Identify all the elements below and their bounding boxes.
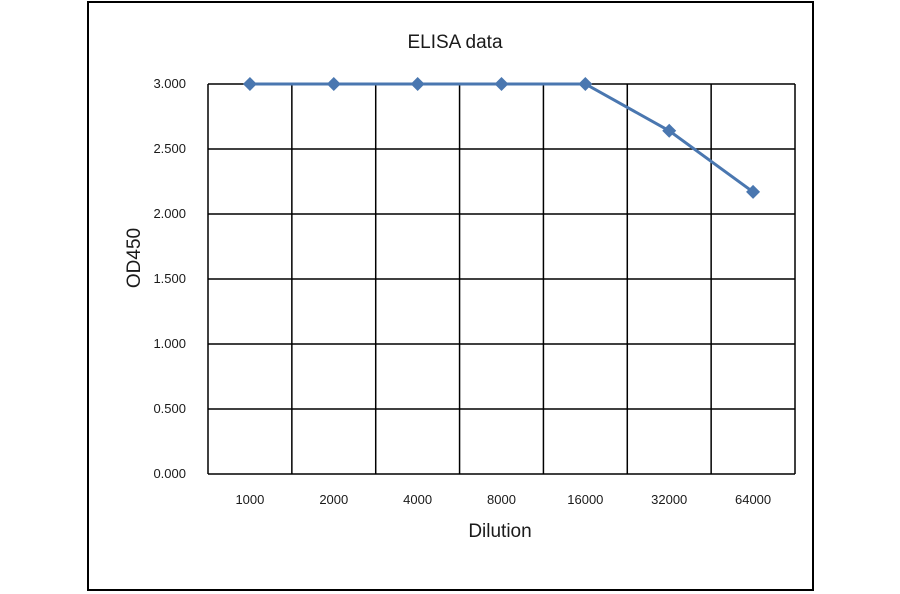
data-point-marker <box>326 77 341 91</box>
x-tick-label: 1000 <box>235 492 264 507</box>
plot-grid <box>207 83 796 475</box>
series-line <box>242 77 761 199</box>
x-tick-label: 32000 <box>651 492 687 507</box>
x-tick-label: 64000 <box>735 492 771 507</box>
chart-title: ELISA data <box>407 32 503 53</box>
y-tick-label: 1.500 <box>153 271 186 286</box>
data-point-marker <box>242 77 257 91</box>
y-tick-labels: 0.000 0.500 1.000 1.500 2.000 2.500 3.000 <box>153 76 186 481</box>
data-point-marker <box>410 77 425 91</box>
y-tick-label: 2.000 <box>153 206 186 221</box>
y-tick-label: 1.000 <box>153 336 186 351</box>
x-tick-label: 8000 <box>487 492 516 507</box>
data-point-marker <box>494 77 509 91</box>
y-tick-label: 0.000 <box>153 466 186 481</box>
x-tick-label: 16000 <box>567 492 603 507</box>
y-axis-title: OD450 <box>124 228 145 288</box>
data-point-marker <box>578 77 593 91</box>
y-tick-label: 2.500 <box>153 141 186 156</box>
x-tick-label: 4000 <box>403 492 432 507</box>
y-tick-label: 0.500 <box>153 401 186 416</box>
x-tick-label: 2000 <box>319 492 348 507</box>
data-point-marker <box>746 184 761 199</box>
x-axis-title: Dilution <box>468 521 531 542</box>
x-tick-labels: 1000 2000 4000 8000 16000 32000 64000 <box>235 492 771 507</box>
y-tick-label: 3.000 <box>153 76 186 91</box>
data-point-marker <box>662 123 677 138</box>
chart-border <box>87 1 814 591</box>
